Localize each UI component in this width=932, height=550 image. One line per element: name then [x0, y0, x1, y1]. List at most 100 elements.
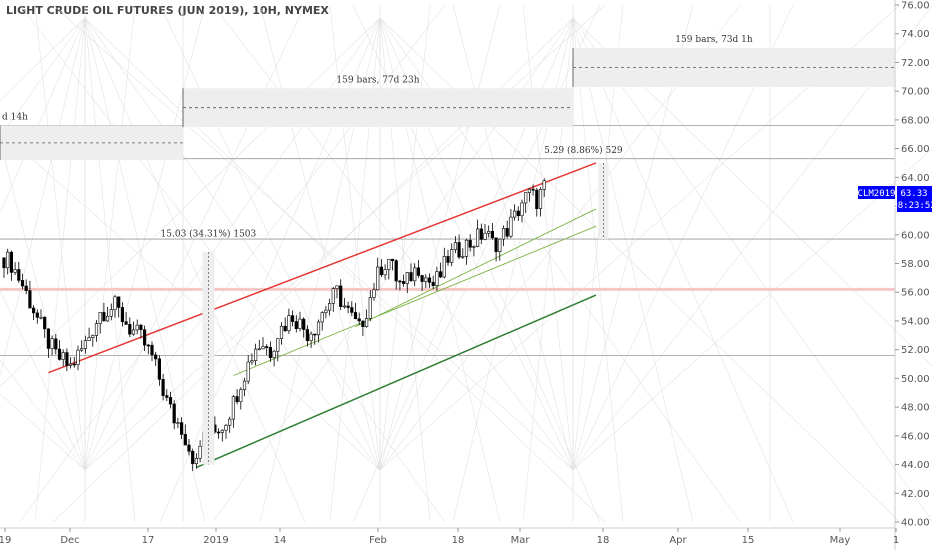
symbol-label: CLM2019	[858, 189, 896, 199]
candle-body	[501, 228, 506, 240]
trendline-mid-line-1[interactable]	[233, 225, 597, 376]
fan-line	[379, 4, 601, 471]
candle-body	[91, 335, 95, 338]
candle-body	[191, 450, 195, 464]
time-axis[interactable]: 19 Dec 17 2019 14 Feb 18 Mar 18 Apr 15 May 1	[0, 527, 899, 546]
fan-line	[379, 4, 431, 471]
fan-line	[572, 148, 932, 471]
candle-body	[250, 360, 254, 363]
fan-line	[522, 4, 574, 471]
fan-line	[379, 4, 501, 471]
candle-body	[279, 325, 284, 339]
fan-line	[52, 4, 574, 471]
time-tick-label: Dec	[60, 535, 79, 546]
candle-body	[357, 318, 361, 322]
fan-line	[572, 17, 932, 367]
candle-body	[350, 307, 354, 313]
candle-body	[442, 256, 446, 278]
trendline-mid-line-2[interactable]	[355, 208, 597, 328]
fan-line	[0, 129, 381, 471]
fan-line	[84, 4, 306, 471]
candle-body	[450, 249, 454, 263]
candle-body	[542, 180, 546, 190]
measure-label: 5.29 (8.86%) 529	[544, 145, 623, 156]
candle-body	[420, 275, 424, 282]
fan-line	[84, 4, 606, 471]
candle-body	[416, 267, 421, 276]
price-tick-label: 70.00	[901, 87, 930, 98]
time-tick-label: Mar	[511, 535, 531, 546]
candle-body	[320, 312, 324, 323]
candle-body	[453, 242, 458, 250]
candle-body	[83, 340, 87, 349]
candle-body	[527, 188, 531, 193]
candle-body	[394, 260, 398, 282]
candle-body	[379, 266, 384, 276]
fan-line	[0, 17, 86, 138]
bar-countdown-label: 08:23:52	[892, 201, 932, 211]
candle-body	[435, 271, 439, 286]
candle-body	[531, 188, 535, 191]
fan-line	[0, 17, 86, 377]
candle-body	[342, 305, 347, 308]
candle-body	[31, 307, 36, 314]
candle-body	[487, 231, 491, 234]
candle-body	[287, 315, 291, 332]
projection-label: 159 bars, 77d 23h	[336, 75, 419, 85]
price-tick-label: 58.00	[901, 259, 930, 270]
candle-body	[475, 228, 480, 247]
candle-body	[298, 318, 302, 329]
fan-line	[84, 4, 206, 471]
candle-body	[464, 239, 469, 257]
price-tick-label: 76.00	[901, 1, 930, 12]
candle-body	[276, 338, 280, 352]
trendlines[interactable]	[48, 162, 597, 469]
trendline-lower-channel[interactable]	[196, 294, 597, 469]
candle-body	[364, 318, 369, 327]
candle-body	[139, 324, 143, 331]
measure-box	[202, 252, 215, 465]
candle-body	[113, 296, 117, 310]
price-tick-label: 56.00	[901, 288, 930, 299]
candle-body	[438, 271, 443, 278]
fan-line	[0, 17, 86, 214]
candle-body	[305, 329, 310, 341]
candle-body	[143, 329, 147, 346]
candle-body	[50, 338, 54, 349]
candle-body	[72, 363, 76, 366]
candle-body	[479, 228, 483, 240]
candle-body	[254, 348, 258, 361]
candle-body	[483, 232, 487, 240]
trendline-upper-channel[interactable]	[48, 162, 597, 374]
candle-body	[257, 348, 261, 351]
candle-body	[20, 280, 25, 287]
price-axis[interactable]: 76.0074.0072.0070.0068.0066.0064.0062.00…	[894, 0, 930, 550]
candle-body	[228, 418, 232, 426]
candle-body	[509, 216, 513, 237]
candle-body	[346, 305, 350, 308]
candle-body	[76, 349, 80, 366]
candle-body	[239, 389, 243, 403]
candle-body	[39, 316, 43, 319]
candle-body	[246, 361, 250, 382]
candle-body	[217, 431, 221, 434]
projection-box	[573, 48, 895, 87]
time-tick-label: 18	[452, 535, 465, 546]
time-tick-label: Feb	[369, 535, 387, 546]
candle-body	[387, 258, 391, 270]
measure-box	[598, 162, 609, 240]
time-tick-label: 19	[0, 535, 11, 546]
fan-line	[84, 17, 446, 523]
candle-body	[61, 352, 65, 360]
candle-body	[87, 337, 91, 341]
candle-body	[161, 379, 165, 396]
candle-body	[131, 329, 136, 335]
candle-body	[242, 380, 247, 390]
candle-body	[461, 255, 465, 258]
candle-body	[135, 324, 139, 331]
candle-body	[335, 285, 339, 289]
candle-body	[324, 309, 328, 313]
candle-body	[372, 289, 376, 298]
fan-line	[452, 4, 574, 471]
